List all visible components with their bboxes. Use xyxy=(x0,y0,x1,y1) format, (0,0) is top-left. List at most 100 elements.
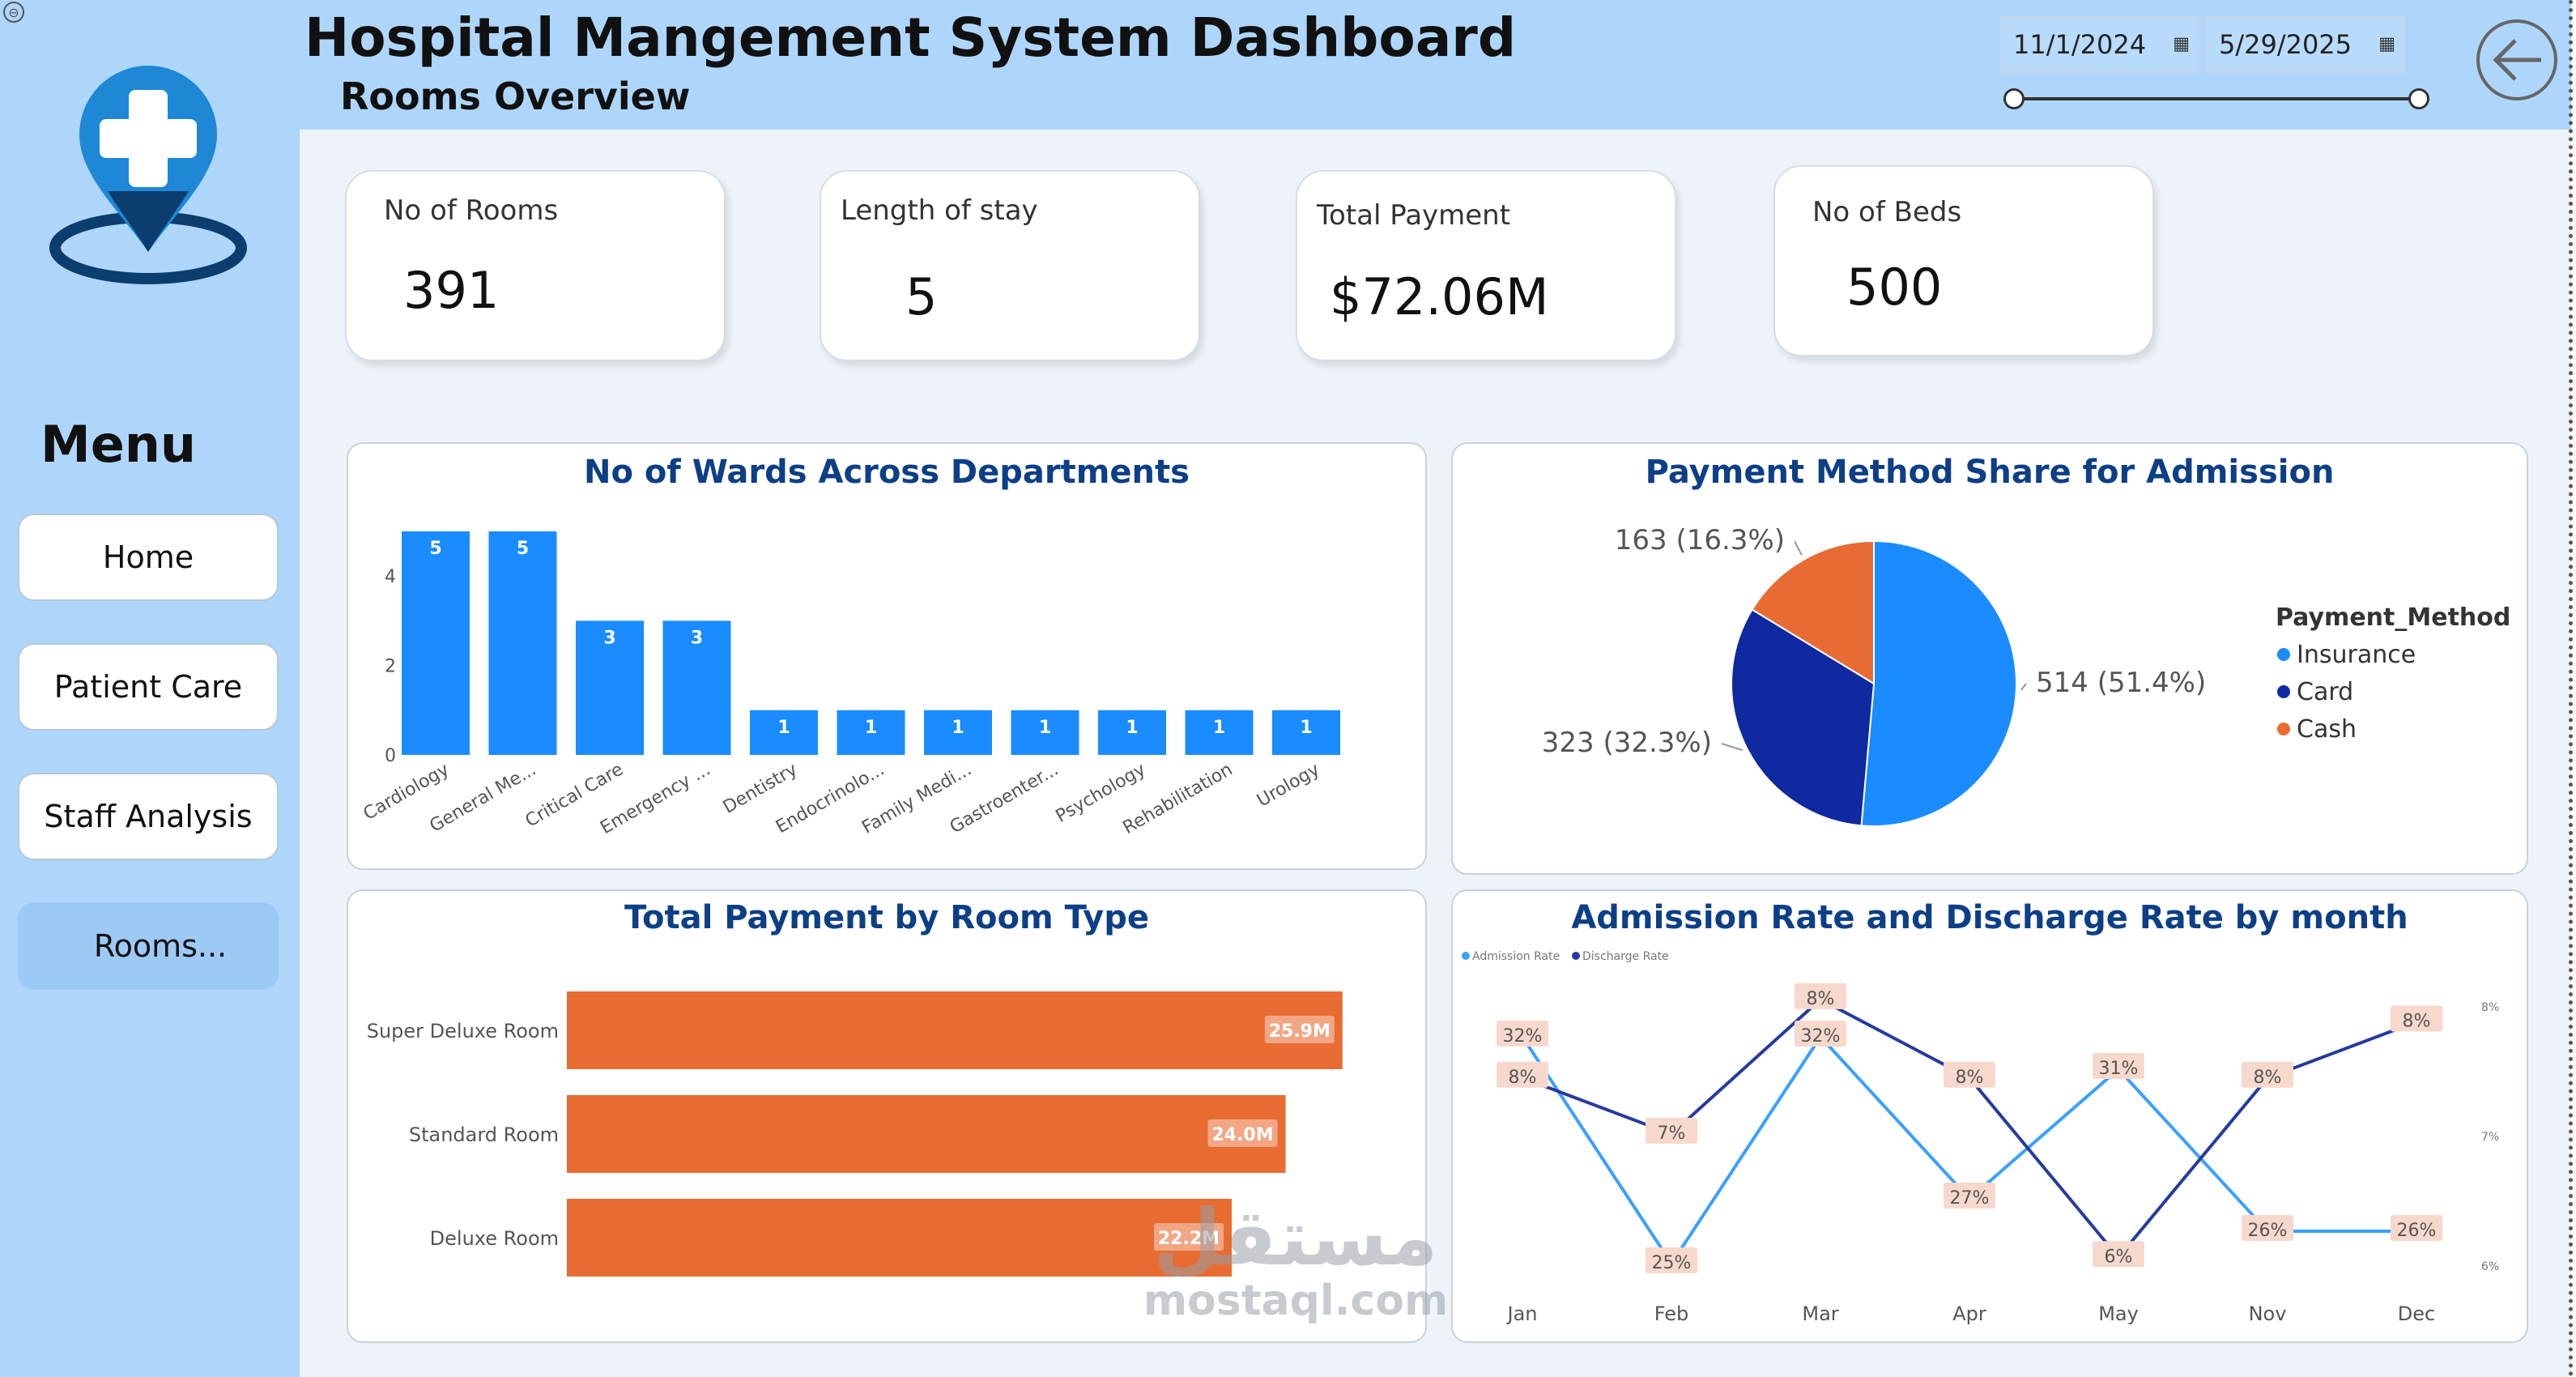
legend-entry: Cash xyxy=(2297,715,2357,744)
line-data-label: 8% xyxy=(2403,1012,2431,1032)
bar xyxy=(837,710,905,755)
pie-slice xyxy=(1731,608,1876,827)
legend-title: Payment_Method xyxy=(2276,603,2510,632)
nav-rooms-button[interactable]: Rooms... xyxy=(18,902,279,990)
room-type-panel: Total Payment by Room Type Super Deluxe … xyxy=(347,889,1427,1343)
x-tick-label: Mar xyxy=(1802,1302,1838,1325)
y-tick-label: Standard Room xyxy=(409,1123,559,1146)
line-data-label: 31% xyxy=(2099,1059,2139,1079)
kpi-card-total-payment: Total Payment $72.06M xyxy=(1296,170,1676,361)
menu-heading: Menu xyxy=(40,415,197,474)
legend-entry: Card xyxy=(2297,678,2353,706)
line-data-label: 32% xyxy=(1801,1026,1841,1047)
bar xyxy=(750,710,818,755)
legend-marker xyxy=(1572,952,1580,960)
data-label-background xyxy=(1646,1118,1697,1144)
legend-entry: Discharge Rate xyxy=(1582,950,1669,963)
x-tick-label: Jan xyxy=(1506,1302,1538,1325)
page-subtitle: Rooms Overview xyxy=(340,75,691,118)
kpi-value: 5 xyxy=(905,267,938,326)
line-data-label: 32% xyxy=(1503,1026,1543,1047)
bar-data-label: 1 xyxy=(777,718,790,738)
kpi-value: $72.06M xyxy=(1330,267,1549,326)
bar-data-label: 22.2M xyxy=(1158,1229,1220,1249)
y-tick-label: 2 xyxy=(385,657,396,677)
data-label-background xyxy=(1264,1016,1335,1043)
y-tick-label: 0 xyxy=(385,746,396,766)
bar-data-label: 1 xyxy=(1300,718,1312,738)
kpi-card-length-of-stay: Length of stay 5 xyxy=(820,170,1200,361)
admission-discharge-panel: Admission Rate and Discharge Rate by mon… xyxy=(1451,889,2528,1343)
right-axis-tick-label: 6% xyxy=(2481,1260,2499,1273)
data-label-background xyxy=(1497,1061,1548,1088)
report-edge-divider xyxy=(2569,0,2573,1377)
bar-data-label: 1 xyxy=(1126,718,1138,738)
line-data-label: 27% xyxy=(1950,1188,1990,1209)
hospital-logo xyxy=(49,66,247,284)
x-tick-label: Apr xyxy=(1952,1302,1986,1325)
data-label-background xyxy=(1207,1119,1278,1147)
data-label-background xyxy=(1944,1061,1995,1088)
end-date-field[interactable]: 5/29/2025 ▦ xyxy=(2206,16,2405,73)
line-data-label: 6% xyxy=(2105,1247,2133,1267)
kpi-card-rooms: No of Rooms 391 xyxy=(345,170,726,361)
admission-discharge-line-chart: 32% 25% 32% 27% 31% 26% 26% 8% 7% 8% 8% 6% 8% 8% Jan Fe… xyxy=(1462,950,2499,1325)
bar xyxy=(1185,710,1254,755)
data-label-background xyxy=(1795,983,1846,1009)
bar xyxy=(662,620,731,755)
kpi-value: 500 xyxy=(1846,258,1943,317)
right-axis-tick-label: 8% xyxy=(2481,1001,2499,1014)
bar xyxy=(1011,710,1079,755)
end-date-value: 5/29/2025 xyxy=(2219,29,2352,60)
data-label-background xyxy=(2093,1053,2144,1079)
x-tick-label: Dec xyxy=(2398,1302,2435,1325)
bar xyxy=(1272,710,1340,755)
bar-data-label: 5 xyxy=(429,539,441,559)
line-data-label: 26% xyxy=(2248,1221,2288,1241)
pie-slice xyxy=(1860,539,2017,827)
back-arrow-icon xyxy=(2493,39,2541,81)
nav-patient-care-button[interactable]: Patient Care xyxy=(18,643,279,731)
nav-home-button[interactable]: Home xyxy=(18,514,279,601)
bar xyxy=(1098,710,1166,755)
date-slider-end-handle[interactable] xyxy=(2408,88,2429,109)
kpi-card-beds: No of Beds 500 xyxy=(1773,165,2154,356)
legend-marker xyxy=(2277,685,2290,698)
y-tick-label: Deluxe Room xyxy=(430,1227,559,1250)
bar xyxy=(402,531,470,755)
pie-data-label: 514 (51.4%) xyxy=(2036,667,2206,699)
start-date-field[interactable]: 11/1/2024 ▦ xyxy=(2000,16,2199,73)
dashboard-title: Hospital Mangement System Dashboard xyxy=(304,6,1517,69)
y-tick-label: Super Deluxe Room xyxy=(367,1020,559,1042)
y-tick-label: 4 xyxy=(385,567,396,587)
date-slider-start-handle[interactable] xyxy=(2003,88,2025,109)
chart-title: Payment Method Share for Admission xyxy=(1645,454,2335,491)
date-range-slider[interactable] xyxy=(2013,97,2418,100)
right-axis-tick-label: 7% xyxy=(2481,1131,2499,1144)
line-data-label: 25% xyxy=(1652,1253,1692,1273)
nav-staff-analysis-button[interactable]: Staff Analysis xyxy=(18,773,279,860)
bar xyxy=(924,710,992,755)
calendar-icon[interactable]: ▦ xyxy=(2378,34,2395,54)
kpi-label: Length of stay xyxy=(841,194,1038,227)
kpi-label: No of Beds xyxy=(1812,196,1962,228)
bar-data-label: 3 xyxy=(603,628,615,648)
calendar-icon[interactable]: ▦ xyxy=(2173,34,2190,54)
x-tick-label: Nov xyxy=(2249,1302,2287,1325)
line-data-label: 8% xyxy=(1956,1068,1984,1088)
data-label-background xyxy=(1646,1247,1697,1273)
pie-leader-line xyxy=(1721,743,1743,752)
x-tick-label: Urology xyxy=(1254,760,1323,812)
legend-marker xyxy=(2277,723,2290,735)
bar-data-label: 1 xyxy=(865,718,877,738)
chart-title: Admission Rate and Discharge Rate by mon… xyxy=(1571,899,2408,936)
pie-leader-line xyxy=(2020,683,2027,691)
x-tick-label: May xyxy=(2098,1302,2139,1325)
x-tick-label: Dentistry xyxy=(720,760,801,818)
back-button[interactable] xyxy=(2476,19,2557,100)
data-label-background xyxy=(1795,1021,1846,1047)
expand-icon[interactable]: ⊖ xyxy=(3,2,24,23)
legend-entry: Insurance xyxy=(2297,641,2416,669)
bar-data-label: 1 xyxy=(1213,718,1225,738)
bar xyxy=(488,531,557,755)
